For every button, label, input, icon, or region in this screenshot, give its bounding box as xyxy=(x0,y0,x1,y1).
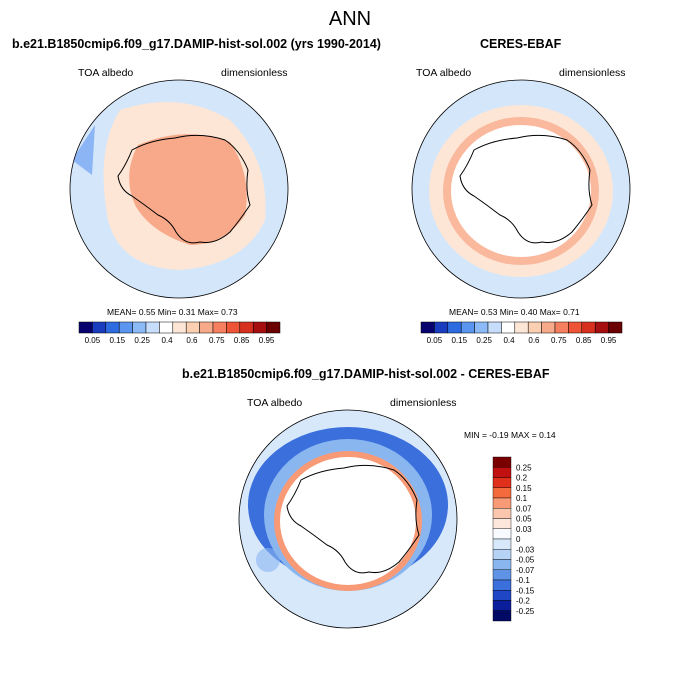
colorbar-tick-label: 0.75 xyxy=(209,336,225,345)
colorbar-tick-label: 0.05 xyxy=(516,515,532,524)
colorbar-tick-label: 0.05 xyxy=(427,336,443,345)
colorbar-tick-label: 0.6 xyxy=(528,336,540,345)
panel1-variable-label: TOA albedo xyxy=(78,67,134,79)
colorbar-tick-label: -0.15 xyxy=(516,586,535,595)
colorbar-tick-label: 0 xyxy=(516,535,521,544)
colorbar-tick-label: 0.4 xyxy=(503,336,515,345)
colorbar-tick-label: -0.25 xyxy=(516,607,535,616)
colorbar-tick-label: 0.25 xyxy=(516,463,532,472)
colorbar-tick-label: 0.4 xyxy=(161,336,173,345)
panel2-stats: MEAN= 0.53 Min= 0.40 Max= 0.71 xyxy=(449,307,580,317)
panel3-stats: MIN = -0.19 MAX = 0.14 xyxy=(464,430,556,440)
colorbar-swatch xyxy=(492,549,512,560)
colorbar-swatch xyxy=(492,590,512,601)
panel1-units-label: dimensionless xyxy=(221,67,288,79)
colorbar-tick-label: -0.03 xyxy=(516,545,535,554)
colorbar-tick-label: 0.07 xyxy=(516,504,532,513)
colorbar-swatch xyxy=(492,467,512,478)
colorbar-tick-label: 0.25 xyxy=(134,336,150,345)
colorbar-swatch xyxy=(492,456,512,468)
panel3-units-label: dimensionless xyxy=(390,397,457,409)
colorbar-swatch xyxy=(492,497,512,509)
colorbar-tick-label: 0.2 xyxy=(516,474,528,483)
colorbar-tick-label: 0.25 xyxy=(476,336,492,345)
colorbar-swatch xyxy=(492,518,512,529)
colorbar-tick-label: -0.07 xyxy=(516,566,535,575)
panel1-title: b.e21.B1850cmip6.f09_g17.DAMIP-hist-sol.… xyxy=(12,37,381,51)
colorbar-tick-label: 0.05 xyxy=(85,336,101,345)
colorbar-tick-label: 0.03 xyxy=(516,525,532,534)
colorbar-tick-label: 0.1 xyxy=(516,494,528,503)
colorbar-swatch xyxy=(492,569,512,581)
colorbar-swatch xyxy=(492,538,512,550)
colorbar-tick-label: 0.95 xyxy=(601,336,617,345)
colorbar-tick-label: 0.75 xyxy=(551,336,567,345)
colorbar-tick-label: 0.6 xyxy=(186,336,198,345)
colorbar-tick-label: 0.15 xyxy=(109,336,125,345)
colorbar-swatch xyxy=(266,321,281,334)
panel2-variable-label: TOA albedo xyxy=(416,67,472,79)
colorbar-swatch xyxy=(492,559,512,570)
colorbar-tick-label: 0.85 xyxy=(234,336,250,345)
colorbar-tick-label: -0.1 xyxy=(516,576,530,585)
panel3-variable-label: TOA albedo xyxy=(247,397,303,409)
figure-title: ANN xyxy=(328,8,372,30)
colorbar-swatch xyxy=(492,528,512,540)
panel3-title: b.e21.B1850cmip6.f09_g17.DAMIP-hist-sol.… xyxy=(182,367,550,381)
colorbar-swatch xyxy=(492,487,512,499)
panel2-units-label: dimensionless xyxy=(559,67,626,79)
colorbar-swatch xyxy=(492,579,512,591)
colorbar-swatch xyxy=(492,508,512,519)
colorbar-swatch xyxy=(492,610,512,622)
colorbar-swatch xyxy=(608,321,623,334)
colorbar-tick-label: 0.95 xyxy=(259,336,275,345)
colorbar-tick-label: 0.15 xyxy=(451,336,467,345)
colorbar-swatch xyxy=(492,477,512,488)
colorbar-tick-label: 0.85 xyxy=(576,336,592,345)
panel1-stats: MEAN= 0.55 Min= 0.31 Max= 0.73 xyxy=(107,307,238,317)
panel2-title: CERES-EBAF xyxy=(480,37,562,51)
colorbar-tick-label: -0.2 xyxy=(516,597,530,606)
colorbar-tick-label: -0.05 xyxy=(516,556,535,565)
colorbar-tick-label: 0.15 xyxy=(516,484,532,493)
colorbar-swatch xyxy=(492,600,512,611)
